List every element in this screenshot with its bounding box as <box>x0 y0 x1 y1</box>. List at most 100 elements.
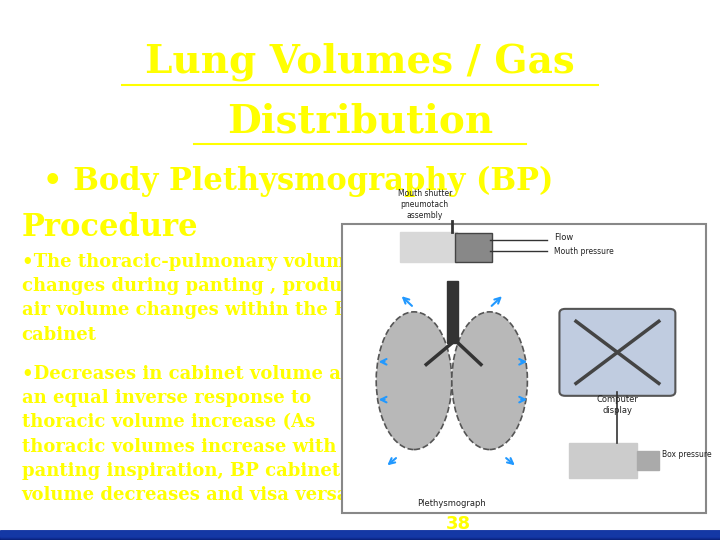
Bar <box>0 535 720 539</box>
Bar <box>0 532 720 537</box>
Bar <box>0 534 720 538</box>
Bar <box>0 535 720 539</box>
Bar <box>0 532 720 537</box>
Bar <box>0 535 720 539</box>
Text: Plethysmograph: Plethysmograph <box>417 499 486 508</box>
Bar <box>569 443 637 478</box>
Bar <box>0 532 720 537</box>
Bar <box>0 534 720 538</box>
Bar <box>0 532 720 537</box>
Bar <box>0 535 720 539</box>
Text: Flow: Flow <box>554 233 574 242</box>
Bar <box>0 534 720 538</box>
Bar <box>0 533 720 538</box>
Bar <box>0 532 720 536</box>
Bar <box>0 534 720 539</box>
Bar <box>0 534 720 539</box>
Text: Lung Volumes / Gas: Lung Volumes / Gas <box>145 43 575 82</box>
Bar <box>0 536 720 540</box>
Bar <box>0 535 720 539</box>
Bar <box>0 535 720 539</box>
Bar <box>0 531 720 536</box>
Bar <box>0 534 720 538</box>
Text: •The thoracic-pulmonary volume
changes during panting , produce
air volume chang: •The thoracic-pulmonary volume changes d… <box>22 253 364 343</box>
Bar <box>0 535 720 539</box>
Bar <box>0 535 720 540</box>
Bar <box>0 532 720 537</box>
Bar <box>0 535 720 539</box>
Bar <box>0 532 720 537</box>
Bar <box>0 532 720 536</box>
Bar <box>0 534 720 538</box>
Bar <box>0 535 720 539</box>
Bar <box>0 535 720 540</box>
Bar <box>0 531 720 536</box>
Text: Procedure: Procedure <box>22 212 198 244</box>
Bar <box>0 532 720 537</box>
Bar <box>0 535 720 540</box>
Bar <box>0 531 720 536</box>
Bar <box>0 534 720 539</box>
Bar <box>0 536 720 540</box>
Bar <box>0 531 720 536</box>
Text: Mouth shutter
pneumotach
assembly: Mouth shutter pneumotach assembly <box>397 189 452 220</box>
Bar <box>0 535 720 539</box>
Bar <box>0 535 720 540</box>
Bar <box>0 531 720 536</box>
Bar <box>0 533 720 537</box>
Ellipse shape <box>452 312 527 449</box>
Text: Mouth pressure: Mouth pressure <box>554 247 614 255</box>
Bar <box>0 532 720 537</box>
Bar <box>0 535 720 539</box>
Bar <box>0 532 720 537</box>
Bar <box>0 534 720 538</box>
Bar <box>0 534 720 538</box>
Bar <box>0 534 720 538</box>
Bar <box>0 532 720 537</box>
Bar <box>0 534 720 538</box>
Bar <box>0 534 720 538</box>
Bar <box>0 534 720 538</box>
Bar <box>0 532 720 536</box>
Bar <box>0 532 720 537</box>
Bar <box>0 535 720 539</box>
Text: Box pressure: Box pressure <box>662 450 712 459</box>
Bar <box>0 531 720 536</box>
Bar <box>0 535 720 539</box>
Bar <box>0 532 720 537</box>
Bar <box>0 536 720 540</box>
Bar <box>0 535 720 539</box>
Bar <box>0 534 720 538</box>
Bar <box>0 534 720 538</box>
Bar <box>0 534 720 539</box>
Bar <box>0 535 720 539</box>
Bar <box>0 532 720 537</box>
Bar <box>0 535 720 539</box>
Bar <box>0 532 720 537</box>
Bar <box>0 535 720 539</box>
Bar <box>0 534 720 538</box>
Bar <box>0 531 720 536</box>
FancyBboxPatch shape <box>559 309 675 396</box>
Bar <box>0 535 720 540</box>
Bar <box>0 531 720 536</box>
FancyBboxPatch shape <box>342 224 706 513</box>
Text: Distribution: Distribution <box>227 103 493 140</box>
Bar <box>0 533 720 537</box>
Bar <box>0 533 720 537</box>
Bar <box>0 533 720 537</box>
Bar <box>0 534 720 538</box>
FancyBboxPatch shape <box>455 233 492 262</box>
Bar <box>447 281 458 343</box>
Bar <box>0 533 720 537</box>
Bar <box>0 533 720 538</box>
Bar <box>0 533 720 537</box>
Bar <box>0 534 720 538</box>
Bar <box>0 534 720 539</box>
Bar <box>0 531 720 536</box>
Bar <box>637 451 659 470</box>
Bar <box>0 531 720 536</box>
Bar <box>0 535 720 539</box>
Bar <box>0 534 720 538</box>
Bar <box>0 532 720 536</box>
